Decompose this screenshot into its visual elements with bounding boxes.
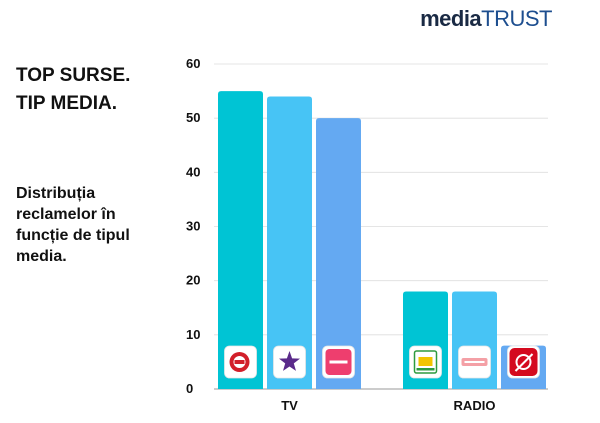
y-tick-label: 40 bbox=[186, 164, 200, 179]
y-tick-label: 50 bbox=[186, 110, 200, 125]
impuls-radio-logo-icon bbox=[458, 345, 491, 379]
virgin-slash bbox=[514, 353, 534, 372]
virgin-ring bbox=[515, 354, 532, 370]
chart-description: Distribuția reclamelor în funcție de tip… bbox=[16, 185, 130, 265]
y-tick-label: 30 bbox=[186, 219, 200, 234]
kiss-bar bbox=[234, 360, 245, 364]
x-category-label: RADIO bbox=[454, 398, 496, 413]
star-channel-logo-icon bbox=[273, 345, 306, 379]
x-category-label: TV bbox=[281, 398, 298, 413]
acasa-mark bbox=[329, 360, 348, 364]
y-tick-label: 0 bbox=[186, 381, 193, 396]
brand-logo: mediaTRUST bbox=[420, 6, 552, 32]
title-line1: TOP SURSE. bbox=[16, 65, 131, 86]
impuls-line bbox=[464, 361, 485, 363]
zu-radio-logo-icon bbox=[409, 345, 442, 379]
acasa-logo-icon bbox=[322, 345, 355, 379]
zu-stripe bbox=[416, 368, 435, 371]
kiss-tv-logo-icon bbox=[224, 345, 257, 379]
star-shape bbox=[279, 351, 300, 371]
bar-tv-2 bbox=[267, 96, 312, 389]
brand-part2: TRUST bbox=[481, 6, 552, 31]
zu-block bbox=[418, 357, 433, 366]
virgin-radio-logo-icon bbox=[507, 345, 540, 379]
bar-tv-1 bbox=[218, 91, 263, 389]
brand-part1: media bbox=[420, 6, 482, 31]
page-title: TOP SURSE. TIP MEDIA. bbox=[16, 62, 186, 118]
bar-tv-3 bbox=[316, 118, 361, 390]
y-tick-label: 20 bbox=[186, 273, 200, 288]
y-tick-label: 60 bbox=[186, 56, 200, 71]
y-tick-label: 10 bbox=[186, 327, 200, 342]
title-line2: TIP MEDIA. bbox=[16, 93, 117, 114]
